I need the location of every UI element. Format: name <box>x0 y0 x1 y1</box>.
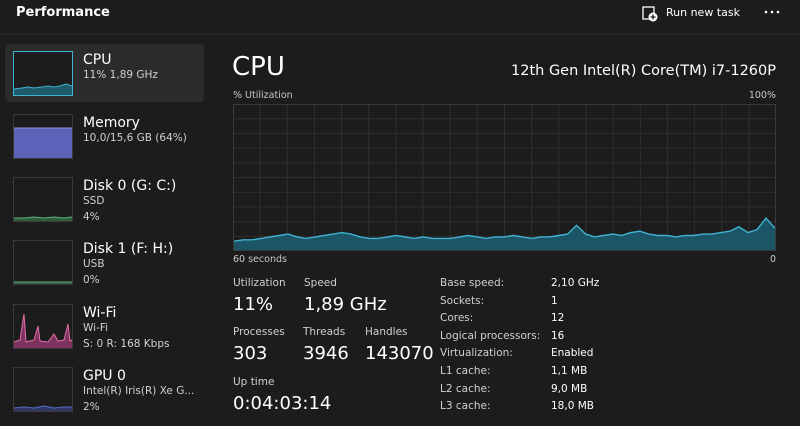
item-name[interactable]: Disk 0 (G: C:) <box>83 178 177 194</box>
item-detail: Intel(R) Iris(R) Xe G... <box>83 385 195 397</box>
thumb-frame <box>13 367 73 412</box>
spec-value: 2,10 GHz <box>551 277 600 289</box>
thumb-frame <box>13 177 73 222</box>
processor-name: 12th Gen Intel(R) Core(TM) i7-1260P <box>511 63 776 79</box>
stat-label: Up time <box>233 376 275 388</box>
item-detail: S: 0 R: 168 Kbps <box>83 338 170 350</box>
stat-value: 3946 <box>303 343 349 364</box>
spec-label: Logical processors: <box>440 329 541 342</box>
spec-label: L1 cache: <box>440 365 491 377</box>
thumbnail <box>13 51 73 96</box>
spec-label: L3 cache: <box>440 400 491 413</box>
spec-value: 16 <box>551 329 565 342</box>
page-title: Performance <box>16 5 110 20</box>
run-task-icon[interactable] <box>641 5 659 23</box>
stat-value: 1,89 GHz <box>304 294 387 315</box>
utilization-area <box>234 218 775 250</box>
item-detail: Wi-Fi <box>83 322 109 334</box>
y-label: % Utilization <box>233 90 293 101</box>
spec-value: 12 <box>551 312 565 325</box>
thumb-area <box>14 128 72 158</box>
x-right-label: 0 <box>769 254 776 265</box>
stat-label: Utilization <box>233 277 286 289</box>
run-task-button[interactable]: Run new task <box>666 6 740 19</box>
thumbnail <box>13 177 73 222</box>
spec-label: Virtualization: <box>440 347 513 360</box>
stat-value: 11% <box>233 294 274 315</box>
graph-frame <box>233 104 776 251</box>
y-max-label: 100% <box>748 90 776 101</box>
stat-label: Handles <box>365 326 408 338</box>
thumb-area <box>14 314 72 348</box>
item-detail: 0% <box>83 274 100 286</box>
stat-value: 143070 <box>365 343 434 364</box>
item-name[interactable]: Wi-Fi <box>83 305 117 321</box>
more-button[interactable] <box>762 6 782 18</box>
thumb-frame <box>13 240 73 285</box>
stat-label: Speed <box>304 277 337 289</box>
cpu-graph <box>233 104 776 251</box>
item-name[interactable]: GPU 0 <box>83 368 126 384</box>
item-name[interactable]: CPU <box>83 52 112 68</box>
item-detail: SSD <box>83 195 105 207</box>
spec-value: 1,1 MB <box>551 365 588 377</box>
thumb-line <box>13 313 73 343</box>
item-detail: 10,0/15,6 GB (64%) <box>83 132 187 144</box>
item-name[interactable]: Disk 1 (F: H:) <box>83 241 174 257</box>
item-name[interactable]: Memory <box>83 115 140 131</box>
x-left-label: 60 seconds <box>233 254 287 265</box>
spec-label: Cores: <box>440 312 474 325</box>
spec-label: Base speed: <box>440 277 505 289</box>
stat-label: Processes <box>233 326 285 338</box>
thumb-line <box>14 216 73 219</box>
spec-value: 9,0 MB <box>551 382 588 395</box>
stat-value: 303 <box>233 343 268 364</box>
item-detail: USB <box>83 258 105 270</box>
spec-value: 1 <box>551 294 558 307</box>
thumbnail <box>13 367 73 412</box>
spec-label: L2 cache: <box>440 382 491 395</box>
spec-label: Sockets: <box>440 294 485 307</box>
thumbnail <box>13 240 73 285</box>
thumb-area <box>14 406 72 411</box>
thumb-line <box>13 83 73 90</box>
thumb-line <box>13 405 72 409</box>
stat-value: 0:04:03:14 <box>233 393 332 414</box>
item-detail: 2% <box>83 401 100 413</box>
thumbnail <box>13 304 73 349</box>
spec-value: Enabled <box>551 347 594 360</box>
item-detail: 11% 1,89 GHz <box>83 69 158 81</box>
stat-label: Threads <box>303 326 346 338</box>
divider <box>0 34 800 35</box>
main-title: CPU <box>232 52 285 82</box>
item-detail: 4% <box>83 211 100 223</box>
utilization-line <box>233 217 776 242</box>
spec-value: 18,0 MB <box>551 400 594 413</box>
thumbnail <box>13 114 73 159</box>
